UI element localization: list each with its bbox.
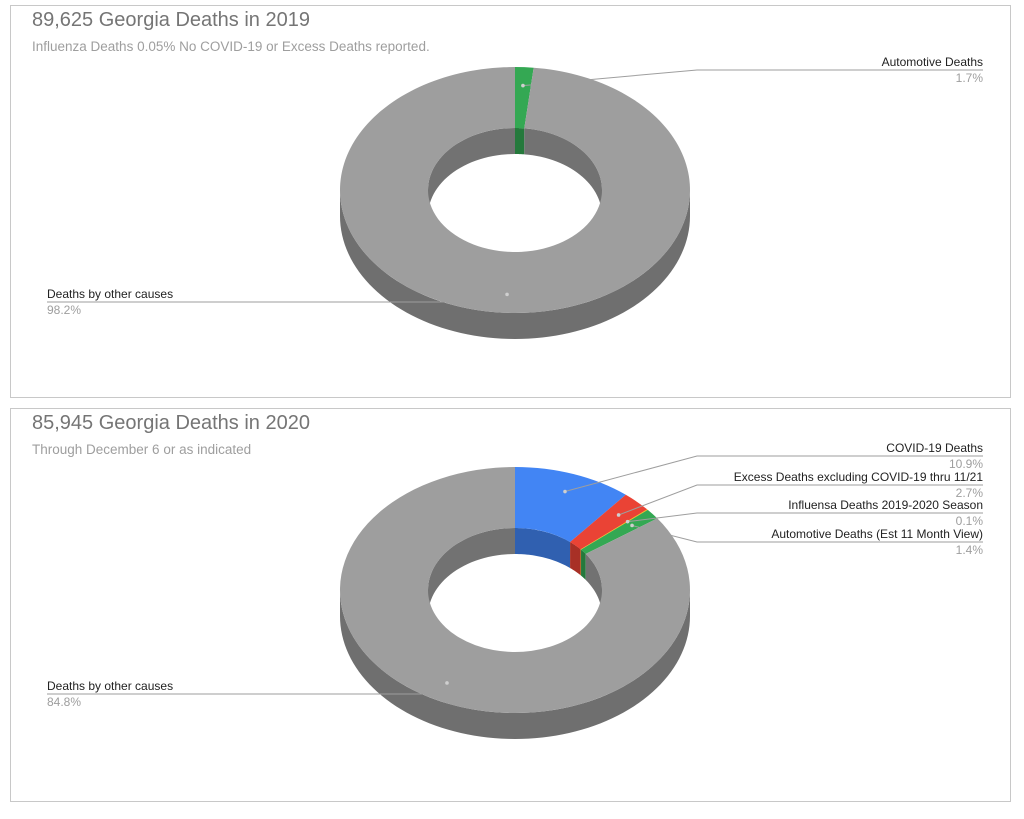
slice-deaths-by-other-causes — [339, 467, 690, 713]
hole-wall-automotive-deaths — [515, 128, 525, 155]
slice-excess-deaths-excluding-covid-19-thru-11-21 — [570, 494, 648, 550]
hole-wall-covid-19-deaths — [515, 528, 571, 569]
slice-covid-19-deaths — [515, 467, 626, 543]
donut-top-face — [339, 467, 690, 713]
slice-label-deaths-by-other-causes: Deaths by other causes — [47, 287, 173, 301]
hole-wall-deaths-by-other-causes — [428, 528, 515, 616]
leader-line-covid-19-deaths — [564, 455, 983, 493]
slice-labels: Automotive Deaths 1.7% Deaths by other cau… — [47, 55, 983, 317]
hole-wall-deaths-by-other-causes — [428, 128, 515, 216]
leader-line-automotive-deaths-est-11-month-view — [631, 524, 983, 543]
leader-line-influensa-deaths-2019-2020-season — [627, 512, 983, 523]
leader-dot — [625, 519, 630, 524]
slice-automotive-deaths-est-11-month-view — [581, 509, 658, 554]
outer-wall — [340, 590, 690, 739]
slice-labels: COVID-19 Deaths 10.9%Excess Deaths exclud… — [47, 441, 983, 709]
slice-value-covid-19-deaths: 10.9% — [949, 457, 983, 471]
leader-line-automotive-deaths — [522, 69, 983, 87]
hole-wall-deaths-by-other-causes — [524, 128, 602, 216]
slice-label-deaths-by-other-causes: Deaths by other causes — [47, 679, 173, 693]
leader-dot — [445, 681, 449, 685]
slice-label-automotive-deaths-est-11-month-view: Automotive Deaths (Est 11 Month View) — [771, 527, 983, 541]
slice-label-automotive-deaths: Automotive Deaths — [882, 55, 983, 69]
chart-panel-2020: 85,945 Georgia Deaths in 2020 Through De… — [10, 408, 1011, 802]
slice-value-automotive-deaths: 1.7% — [956, 71, 984, 85]
leader-dot — [616, 513, 621, 517]
donut-top-face — [339, 67, 690, 313]
hole-wall-automotive-deaths-est-11-month-view — [581, 549, 586, 580]
chart-subtitle: Influenza Deaths 0.05% No COVID-19 or Ex… — [32, 39, 430, 54]
slice-label-covid-19-deaths: COVID-19 Deaths — [886, 441, 983, 455]
leader-dot — [505, 292, 509, 297]
chart-title: 85,945 Georgia Deaths in 2020 — [32, 412, 310, 434]
chart-panel-2019: 89,625 Georgia Deaths in 2019 Influenza … — [10, 5, 1011, 398]
slice-value-deaths-by-other-causes: 84.8% — [47, 695, 81, 709]
donut-chart-2019: Automotive Deaths 1.7% Deaths by other cau… — [47, 55, 983, 339]
donut-hole-wall — [428, 528, 602, 616]
hole-wall-excess-deaths-excluding-covid-19-thru-11-21 — [570, 542, 581, 576]
slice-value-influensa-deaths-2019-2020-season: 0.1% — [956, 514, 984, 528]
chart-subtitle: Through December 6 or as indicated — [32, 442, 252, 457]
slice-influensa-deaths-2019-2020-season — [580, 509, 648, 550]
donut-chart-2020: COVID-19 Deaths 10.9%Excess Deaths exclud… — [47, 441, 983, 739]
slice-deaths-by-other-causes — [339, 67, 690, 313]
slice-value-excess-deaths-excluding-covid-19-thru-11-21: 2.7% — [956, 486, 984, 500]
chart-title: 89,625 Georgia Deaths in 2019 — [32, 9, 310, 31]
slice-automotive-deaths — [515, 67, 534, 129]
donut-side-wall — [340, 590, 690, 739]
leader-line-excess-deaths-excluding-covid-19-thru-11-21 — [618, 484, 983, 516]
leader-dot — [630, 523, 634, 528]
leader-dot — [563, 489, 567, 494]
donut-hole-wall — [428, 128, 602, 216]
slice-label-excess-deaths-excluding-covid-19-thru-11-21: Excess Deaths excluding COVID-19 thru 11… — [734, 470, 984, 484]
slice-label-influensa-deaths-2019-2020-season: Influensa Deaths 2019-2020 Season — [788, 498, 983, 512]
slice-value-automotive-deaths-est-11-month-view: 1.4% — [956, 543, 984, 557]
slice-value-deaths-by-other-causes: 98.2% — [47, 303, 81, 317]
leader-dot — [521, 83, 525, 88]
hole-wall-deaths-by-other-causes — [585, 553, 602, 616]
